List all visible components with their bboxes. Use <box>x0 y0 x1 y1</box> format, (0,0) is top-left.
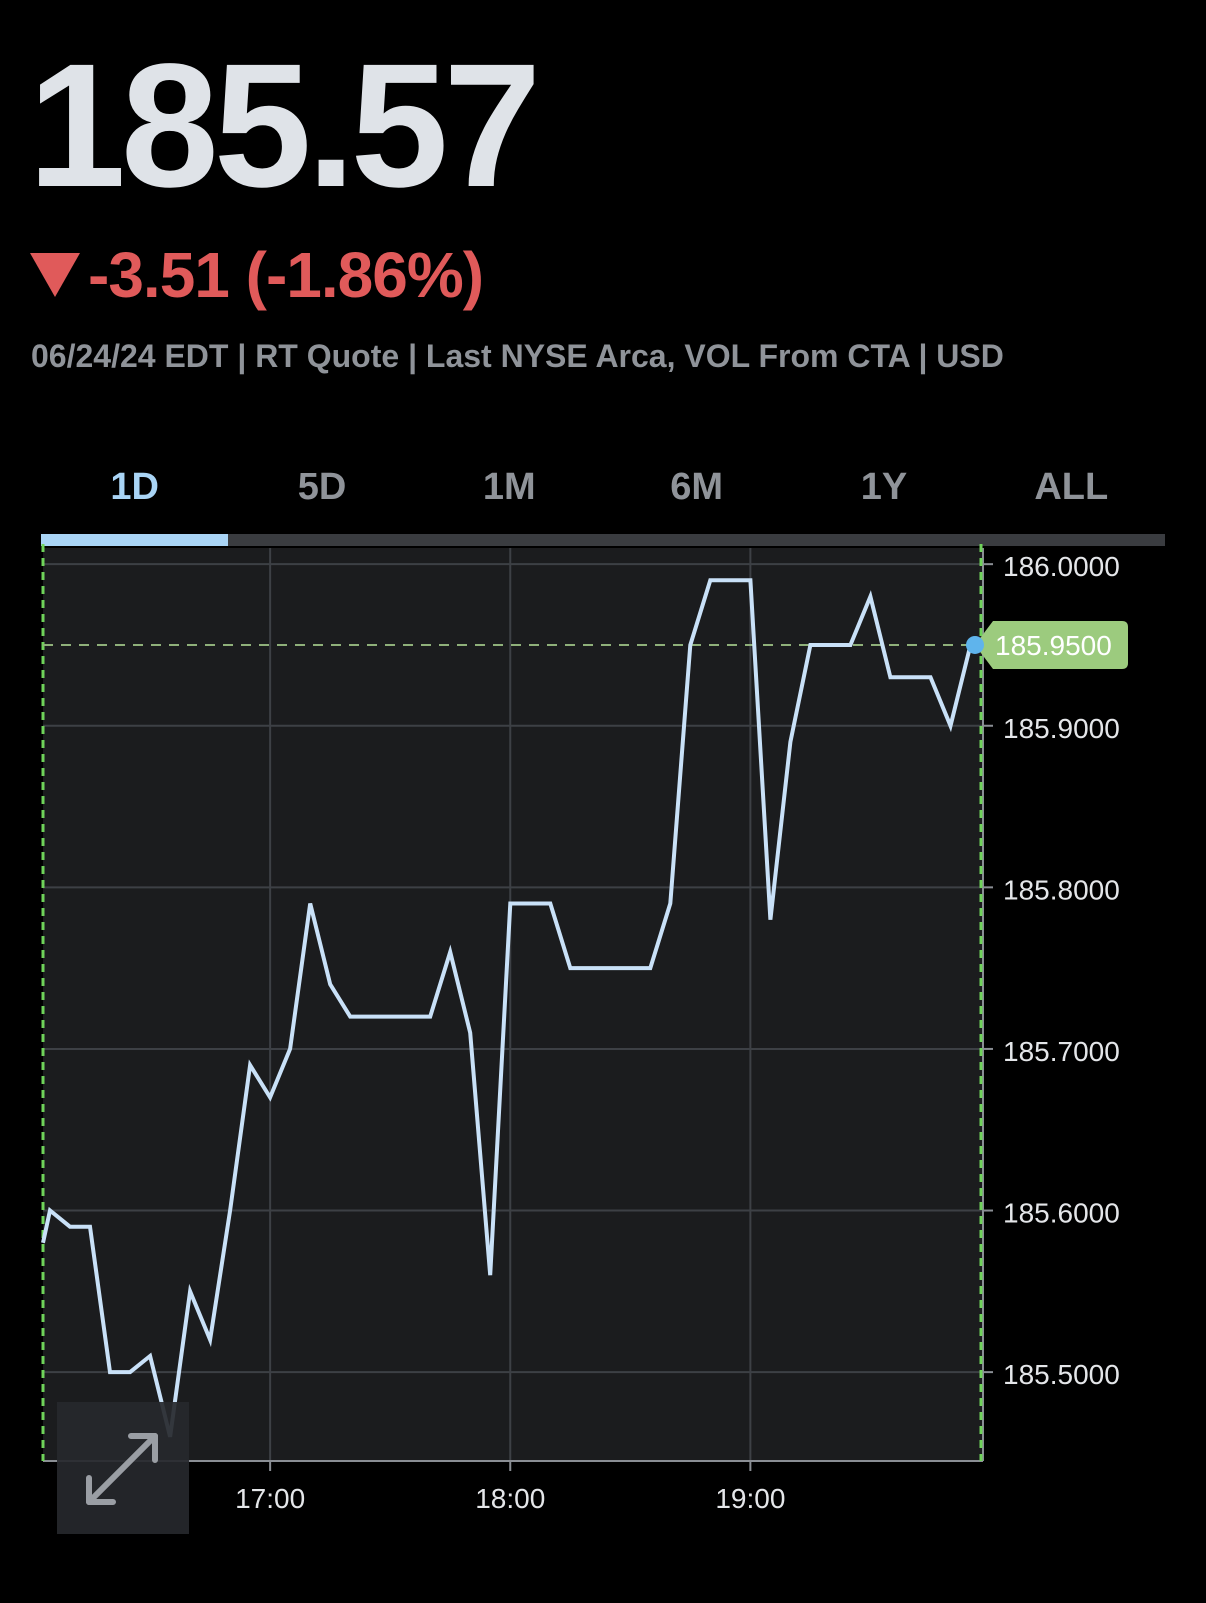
last-price-dot <box>966 635 984 654</box>
tab-1y[interactable]: 1Y <box>860 466 908 508</box>
y-tick-label: 186.0000 <box>1003 551 1120 582</box>
tab-1m[interactable]: 1M <box>482 466 536 508</box>
tab-1d[interactable]: 1D <box>110 466 159 508</box>
y-tick-label: 185.9000 <box>1003 713 1120 744</box>
quote-metadata: 06/24/24 EDT | RT Quote | Last NYSE Arca… <box>31 338 1004 374</box>
y-tick-label: 185.7000 <box>1003 1036 1120 1067</box>
tab-all[interactable]: ALL <box>1034 466 1109 508</box>
last-price-badge <box>975 620 1128 669</box>
y-tick-label: 185.6000 <box>1003 1198 1120 1229</box>
x-tick-label: 19:00 <box>715 1483 785 1514</box>
price-change: -3.51 (-1.86%) <box>30 239 484 311</box>
last-price-label: 185.9500 <box>995 630 1112 661</box>
tab-track <box>41 534 1165 546</box>
down-triangle-icon <box>30 253 80 297</box>
price-chart[interactable]: 186.0000 185.9000 185.8000 185.7000 185.6000… <box>0 540 1206 1520</box>
y-tick-label: 185.8000 <box>1003 874 1120 905</box>
plot-background <box>43 548 983 1461</box>
x-tick-label: 18:00 <box>475 1483 545 1514</box>
expand-chart-button[interactable] <box>57 1402 189 1534</box>
y-tick-label: 185.5000 <box>1003 1359 1120 1390</box>
last-price: 185.57 <box>28 28 541 224</box>
tab-6m[interactable]: 6M <box>670 466 724 508</box>
x-tick-label: 17:00 <box>235 1483 305 1514</box>
change-value: -3.51 (-1.86%) <box>88 239 484 311</box>
price-series-line <box>41 578 983 1438</box>
time-range-tabs: 1D 5D 1M 6M 1Y ALL <box>41 462 1165 512</box>
tab-5d[interactable]: 5D <box>297 466 347 508</box>
expand-arrows-icon <box>86 1433 158 1505</box>
tab-active-indicator <box>41 534 228 546</box>
